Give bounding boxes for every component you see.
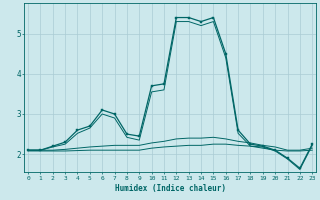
X-axis label: Humidex (Indice chaleur): Humidex (Indice chaleur) bbox=[115, 184, 226, 193]
